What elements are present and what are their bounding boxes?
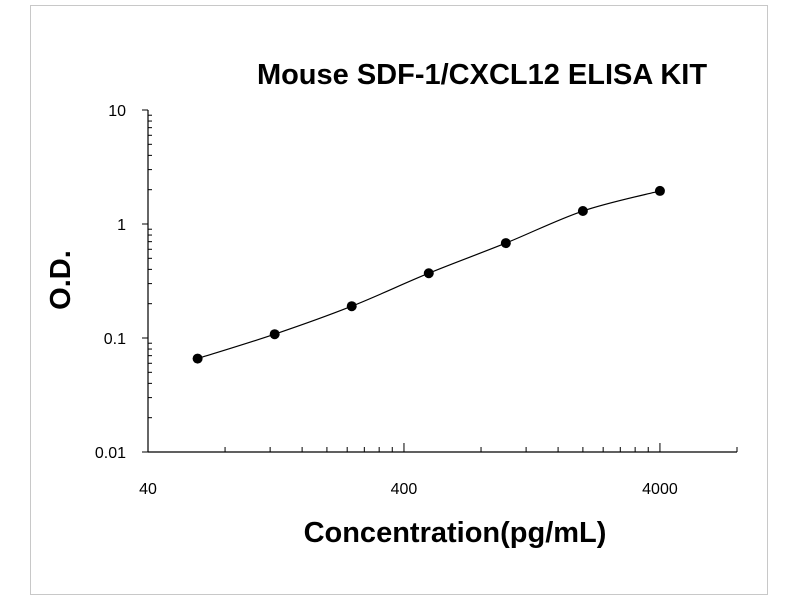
data-point <box>192 353 203 364</box>
y-tick-label: 1 <box>117 217 126 234</box>
data-point <box>346 301 357 312</box>
x-axis-label: Concentration(pg/mL) <box>304 517 607 549</box>
data-points <box>192 185 665 364</box>
chart-title: Mouse SDF-1/CXCL12 ELISA KIT <box>257 59 707 91</box>
data-point <box>577 206 588 217</box>
y-tick-label: 0.01 <box>95 445 126 462</box>
x-tick-label: 40 <box>139 481 157 498</box>
tick-labels: 10 1 0.1 0.01 40 400 4000 <box>95 103 678 498</box>
data-point <box>500 238 511 249</box>
x-tick-label: 4000 <box>642 481 678 498</box>
data-point <box>654 185 665 196</box>
tick-marks <box>142 109 738 453</box>
y-tick-label: 10 <box>108 103 126 120</box>
data-point <box>423 268 434 279</box>
chart-frame <box>30 5 768 595</box>
data-point <box>269 329 280 340</box>
x-tick-label: 400 <box>391 481 418 498</box>
y-axis-label: O.D. <box>45 250 77 310</box>
axes <box>147 110 737 453</box>
y-tick-label: 0.1 <box>104 331 126 348</box>
